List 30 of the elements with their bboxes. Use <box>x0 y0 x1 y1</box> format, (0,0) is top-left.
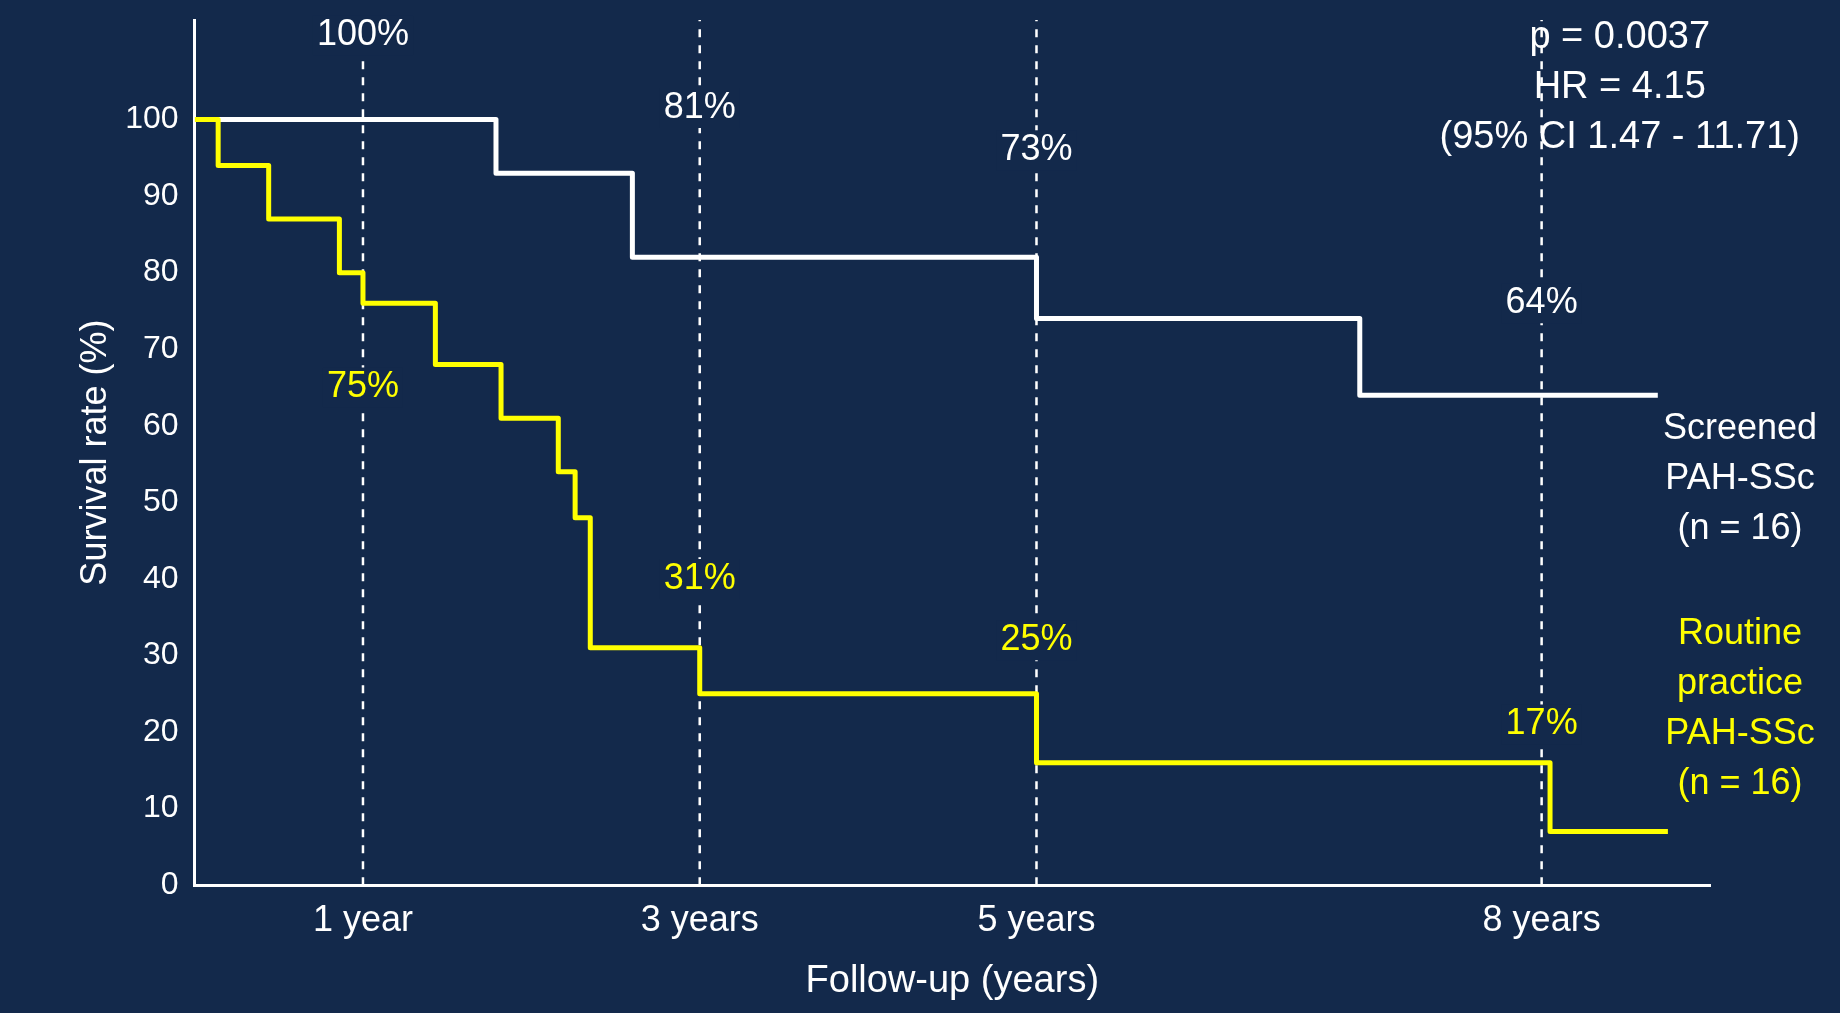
y-tick-label: 90 <box>143 175 179 212</box>
annotation: 73% <box>1000 127 1073 169</box>
annotation: (95% CI 1.47 - 11.71) <box>1439 113 1800 158</box>
y-tick-label: 60 <box>143 405 179 442</box>
annotation: 75% <box>326 364 399 406</box>
y-tick-label: 40 <box>143 558 179 595</box>
y-axis-title: Survival rate (%) <box>72 319 114 586</box>
x-tick-label: 5 years <box>977 897 1096 939</box>
x-tick-label: 1 year <box>312 897 413 939</box>
annotation: HR = 4.15 <box>1532 63 1707 108</box>
annotation: 81% <box>663 84 736 126</box>
y-tick-label: 80 <box>143 252 179 289</box>
y-tick-label: 20 <box>143 711 179 748</box>
annotation: 100% <box>316 12 410 54</box>
y-tick-label: 10 <box>143 788 179 825</box>
x-tick-label: 8 years <box>1482 897 1601 939</box>
x-tick-label: 3 years <box>640 897 759 939</box>
y-tick-label: 30 <box>143 635 179 672</box>
annotation: 31% <box>663 555 736 597</box>
series-label: Screened PAH-SSc (n = 16) <box>1662 406 1818 548</box>
y-tick-label: 70 <box>143 329 179 366</box>
series-label: Routine practice PAH-SSc (n = 16) <box>1665 610 1815 802</box>
x-axis-title: Follow-up (years) <box>805 957 1100 1000</box>
annotation: p = 0.0037 <box>1528 13 1712 58</box>
annotation: 25% <box>1000 617 1073 659</box>
annotation: 64% <box>1505 280 1578 322</box>
annotation: 17% <box>1505 701 1578 743</box>
y-tick-label: 100 <box>125 99 179 136</box>
y-tick-label: 0 <box>160 865 179 902</box>
y-tick-label: 50 <box>143 482 179 519</box>
